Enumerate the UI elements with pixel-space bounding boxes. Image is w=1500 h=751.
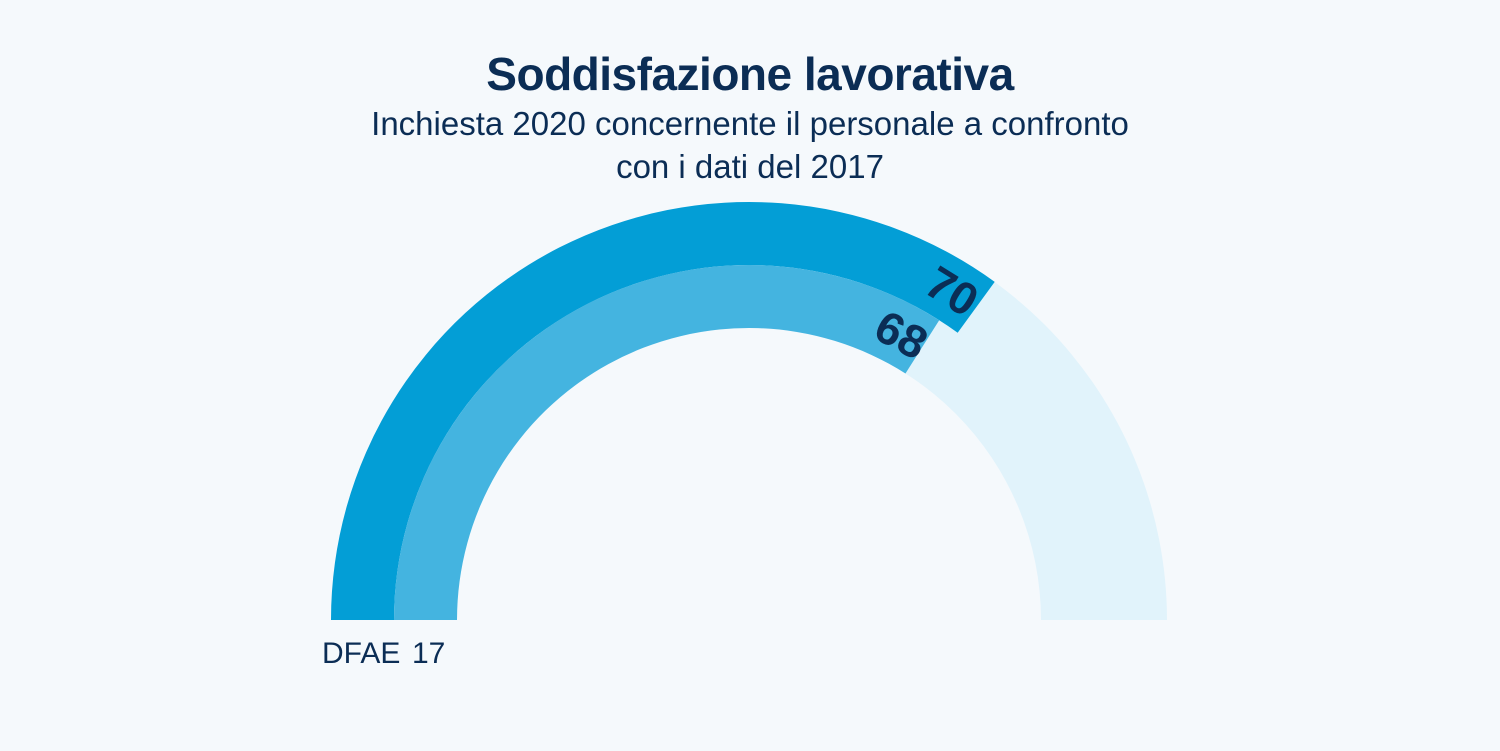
legend-organization: DFAE xyxy=(322,637,400,670)
chart-subtitle-line-1: Inchiesta 2020 concernente il personale … xyxy=(371,105,1129,142)
chart-subtitle-line-2: con i dati del 2017 xyxy=(616,148,884,185)
gauge-arc-68 xyxy=(394,264,940,620)
gauge-arc-70 xyxy=(331,202,995,620)
chart-subtitle: Inchiesta 2020 concernente il personale … xyxy=(0,102,1500,188)
legend-year: 17 xyxy=(412,637,445,670)
gauge-arcs xyxy=(331,202,995,620)
chart-title: Soddisfazione lavorativa xyxy=(486,48,1014,100)
